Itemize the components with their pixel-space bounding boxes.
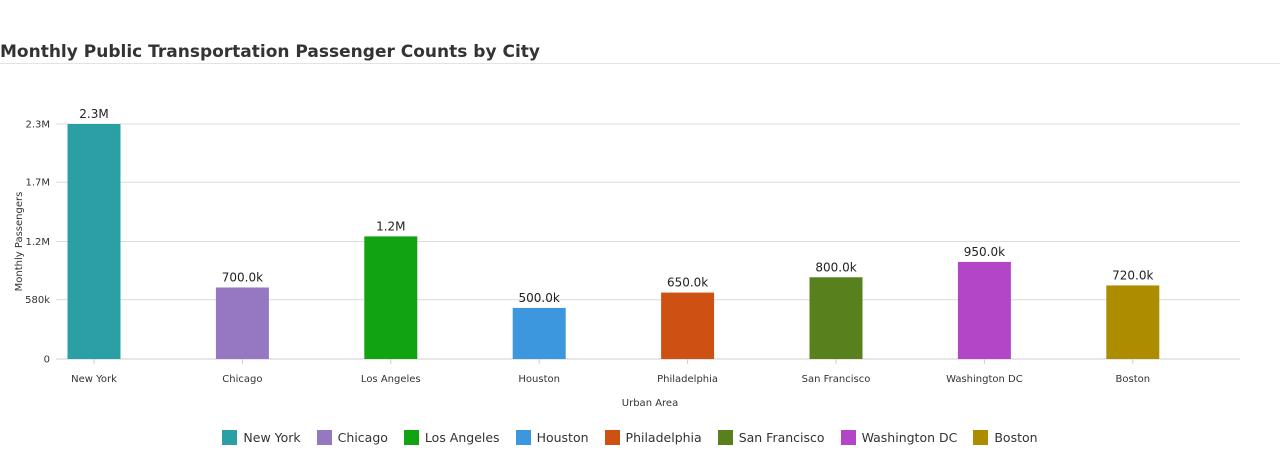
- legend-label: San Francisco: [738, 430, 825, 445]
- bar-new-york: [67, 124, 121, 359]
- legend-item-boston[interactable]: Boston: [973, 430, 1038, 445]
- legend-swatch: [515, 430, 531, 445]
- data-label: 2.3M: [79, 107, 108, 121]
- chart-title: Monthly Public Transportation Passenger …: [0, 42, 540, 62]
- legend-swatch: [222, 430, 238, 445]
- legend-label: Boston: [994, 430, 1038, 445]
- y-tick-label: 1.7M: [25, 178, 50, 189]
- bar-boston: [1106, 285, 1160, 359]
- bars: [67, 124, 1160, 359]
- bar-san-francisco: [809, 277, 863, 359]
- y-axis-title: Monthly Passengers: [14, 192, 25, 292]
- legend-item-chicago[interactable]: Chicago: [316, 430, 388, 445]
- y-tick-label: 0: [44, 355, 50, 366]
- legend-item-los-angeles[interactable]: Los Angeles: [403, 430, 500, 445]
- legend-label: Washington DC: [861, 430, 958, 445]
- data-labels: 2.3M 700.0k 1.2M 500.0k 650.0k 800.0k 950.0k 72…: [79, 107, 1153, 305]
- bar-washington-dc: [957, 261, 1011, 359]
- legend-item-philadelphia[interactable]: Philadelphia: [604, 430, 702, 445]
- y-tick-label: 1.2M: [25, 237, 50, 248]
- bar-philadelphia: [661, 292, 715, 359]
- x-axis-title: Urban Area: [622, 398, 678, 409]
- legend-item-houston[interactable]: Houston: [515, 430, 589, 445]
- legend-item-washington-dc[interactable]: Washington DC: [840, 430, 958, 445]
- x-tick-label: Washington DC: [946, 374, 1023, 385]
- x-tick-label: Chicago: [222, 374, 262, 385]
- data-label: 1.2M: [376, 219, 405, 233]
- bar-chicago: [215, 287, 269, 359]
- bar-houston: [512, 307, 566, 359]
- data-label: 720.0k: [1112, 268, 1153, 282]
- legend-swatch: [717, 430, 733, 445]
- y-tick-label: 2.3M: [25, 120, 50, 131]
- bar-chart: 0 580k 1.2M 1.7M 2.3M 2.3M 700.0k 1.2M 500.0k 65…: [14, 107, 1240, 409]
- legend-swatch: [604, 430, 620, 445]
- x-tick-label: Philadelphia: [657, 374, 718, 385]
- legend-label: Houston: [536, 430, 589, 445]
- x-tick-label: Los Angeles: [361, 374, 421, 385]
- data-label: 950.0k: [964, 245, 1005, 259]
- legend-item-new-york[interactable]: New York: [222, 430, 301, 445]
- x-tick-label: San Francisco: [802, 374, 871, 385]
- legend-swatch: [316, 430, 332, 445]
- x-tick-label: Boston: [1116, 374, 1151, 385]
- legend-label: Chicago: [337, 430, 388, 445]
- legend-swatch: [840, 430, 856, 445]
- legend-swatch: [973, 430, 989, 445]
- data-label: 650.0k: [667, 276, 708, 290]
- x-axis-ticks: New York Chicago Los Angeles Houston Philade…: [71, 359, 1150, 385]
- title-divider: [0, 63, 1280, 64]
- y-tick-label: 580k: [25, 295, 50, 306]
- legend: New York Chicago Los Angeles Houston Philade…: [0, 430, 1260, 445]
- y-axis-ticks: 0 580k 1.2M 1.7M 2.3M: [25, 120, 50, 366]
- legend-label: New York: [243, 430, 301, 445]
- legend-label: Los Angeles: [424, 430, 500, 445]
- data-label: 700.0k: [222, 270, 263, 284]
- legend-label: Philadelphia: [625, 430, 702, 445]
- legend-swatch: [403, 430, 419, 445]
- legend-item-san-francisco[interactable]: San Francisco: [717, 430, 825, 445]
- bar-los-angeles: [364, 236, 418, 359]
- data-label: 500.0k: [519, 291, 560, 305]
- data-label: 800.0k: [815, 260, 856, 274]
- x-tick-label: Houston: [518, 374, 560, 385]
- x-tick-label: New York: [71, 374, 117, 385]
